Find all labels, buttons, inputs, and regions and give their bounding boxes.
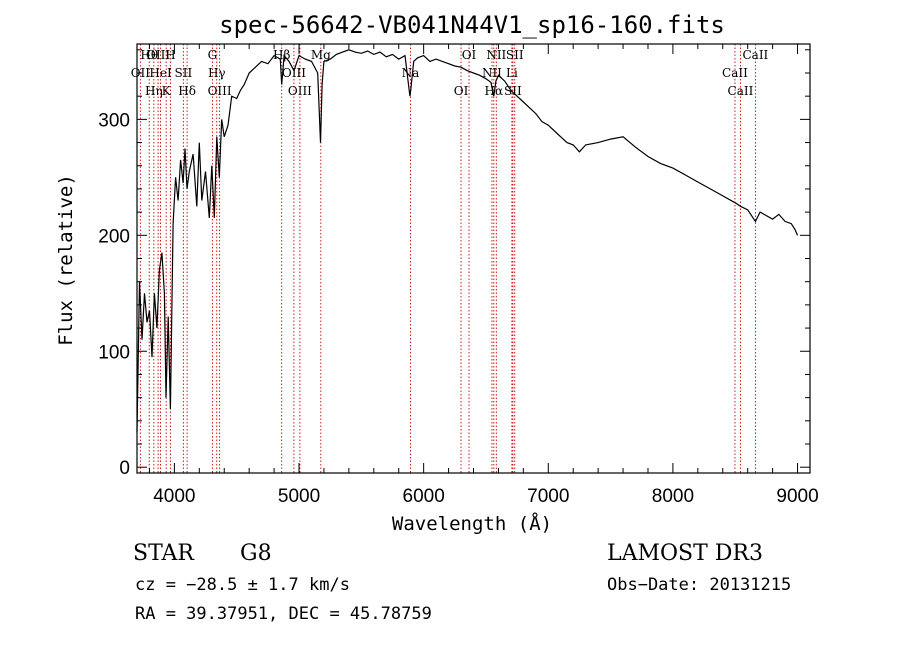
y-tick-label: 300	[98, 110, 130, 131]
x-tick-label: 5000	[278, 486, 320, 507]
spectral-line-label: SII	[506, 48, 524, 62]
redshift-text: cz = −28.5 ± 1.7 km/s	[135, 575, 350, 595]
spectral-line-label: Li	[506, 66, 518, 80]
spectral-line-label: Hγ	[208, 66, 226, 80]
spectral-line-label: OIII	[282, 66, 306, 80]
x-tick-label: 7000	[527, 486, 569, 507]
chart-title: spec-56642-VB041N44V1_sp16-160.fits	[219, 11, 725, 39]
spectral-line-label: CaII	[742, 48, 768, 62]
spectral-line-label: Hθ	[140, 48, 158, 62]
obs-date: Obs−Date: 20131215	[607, 575, 791, 595]
x-tick-label: 6000	[403, 486, 445, 507]
spectral-line-label: Hα	[485, 84, 504, 98]
spectral-line-label: SII	[504, 84, 522, 98]
spectral-line-label: K	[162, 84, 172, 98]
x-axis-ticks: 4000 5000 6000 7000 8000 9000	[148, 44, 819, 507]
object-subclass: G8	[240, 541, 272, 566]
spectral-line-label: Hη	[145, 84, 163, 98]
spectral-line-label: OI	[462, 48, 477, 62]
spectral-line-labels: HθOIIHηOIIIHeIKHSIIHδGHγOIIIHβOIIIOIIIMg…	[131, 48, 769, 98]
spectral-line-label: Mg	[311, 48, 331, 62]
coordinates: RA = 39.37951, DEC = 45.78759	[135, 604, 432, 624]
x-tick-label: 4000	[153, 486, 195, 507]
y-tick-label: 100	[98, 342, 130, 363]
y-tick-label: 200	[98, 226, 130, 247]
spectral-line-label: G	[208, 48, 218, 62]
spectral-line-label: SII	[175, 66, 193, 80]
spectral-line-label: CaII	[722, 66, 748, 80]
x-tick-label: 8000	[652, 486, 694, 507]
spectrum-series	[136, 49, 799, 433]
y-axis-ticks: 0 100 200 300	[98, 49, 810, 479]
survey-name: LAMOST DR3	[607, 541, 763, 566]
spectral-line-label: H	[165, 48, 175, 62]
spectral-line-label: OI	[454, 84, 469, 98]
plot-frame	[136, 43, 811, 474]
spectral-line-label: HeI	[149, 66, 172, 80]
spectral-line-label: OIII	[146, 48, 170, 62]
spectral-line-label: CaII	[728, 84, 754, 98]
spectral-line-label: OIII	[288, 84, 312, 98]
spectral-line-label: NII	[486, 48, 506, 62]
spectral-line-markers	[139, 44, 756, 473]
y-axis-label: Flux (relative)	[55, 174, 77, 346]
y-tick-label: 0	[119, 458, 130, 479]
object-class: STAR	[133, 541, 195, 566]
spectral-line-label: Na	[402, 66, 420, 80]
spectral-line-label: NII	[482, 66, 502, 80]
spectral-line-label: OIII	[208, 84, 232, 98]
x-tick-label: 9000	[776, 486, 818, 507]
spectral-line-label: Hδ	[178, 84, 196, 98]
x-axis-label: Wavelength (Å)	[392, 512, 552, 535]
